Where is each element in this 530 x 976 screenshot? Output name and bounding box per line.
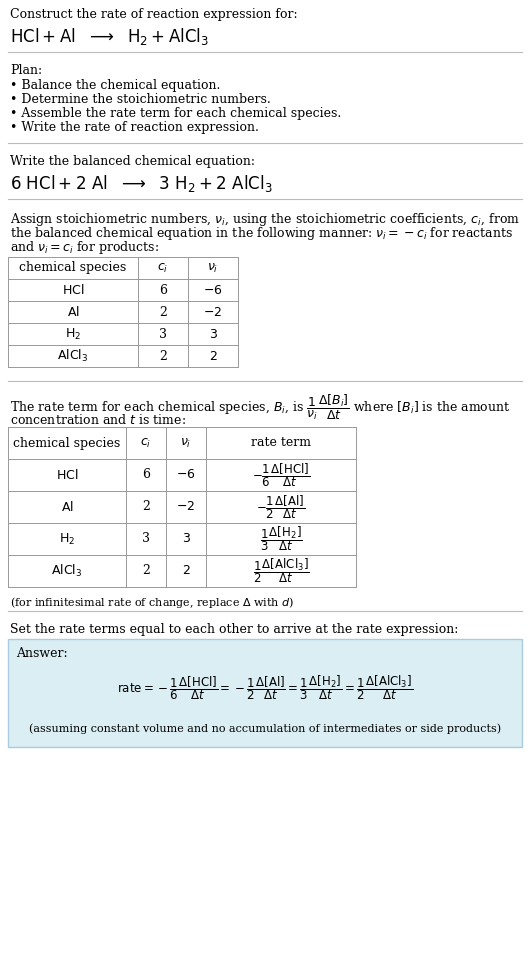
Text: $\mathrm{Al}$: $\mathrm{Al}$ xyxy=(67,305,80,319)
Text: $-6$: $-6$ xyxy=(176,468,196,481)
Text: $-2$: $-2$ xyxy=(204,305,223,318)
Text: $\dfrac{1}{3}\dfrac{\Delta[\mathrm{H_2}]}{\Delta t}$: $\dfrac{1}{3}\dfrac{\Delta[\mathrm{H_2}]… xyxy=(260,525,302,553)
Text: $\mathrm{H_2}$: $\mathrm{H_2}$ xyxy=(59,532,75,547)
Text: the balanced chemical equation in the following manner: $\nu_i = -c_i$ for react: the balanced chemical equation in the fo… xyxy=(10,225,513,242)
Text: (assuming constant volume and no accumulation of intermediates or side products): (assuming constant volume and no accumul… xyxy=(29,723,501,734)
FancyBboxPatch shape xyxy=(8,639,522,747)
Text: $\mathrm{HCl + Al\ \ \longrightarrow \ \ H_2 + AlCl_3}$: $\mathrm{HCl + Al\ \ \longrightarrow \ \… xyxy=(10,26,209,47)
Text: $-\dfrac{1}{6}\dfrac{\Delta[\mathrm{HCl}]}{\Delta t}$: $-\dfrac{1}{6}\dfrac{\Delta[\mathrm{HCl}… xyxy=(252,461,310,489)
Text: • Determine the stoichiometric numbers.: • Determine the stoichiometric numbers. xyxy=(10,93,271,106)
Text: • Write the rate of reaction expression.: • Write the rate of reaction expression. xyxy=(10,121,259,134)
Text: 2: 2 xyxy=(142,564,150,578)
Text: 2: 2 xyxy=(159,349,167,362)
Text: $2$: $2$ xyxy=(182,564,190,578)
Text: Write the balanced chemical equation:: Write the balanced chemical equation: xyxy=(10,155,255,168)
Text: $\nu_i$: $\nu_i$ xyxy=(180,436,192,450)
Text: 2: 2 xyxy=(159,305,167,318)
Text: and $\nu_i = c_i$ for products:: and $\nu_i = c_i$ for products: xyxy=(10,239,159,256)
Text: $-\dfrac{1}{2}\dfrac{\Delta[\mathrm{Al}]}{\Delta t}$: $-\dfrac{1}{2}\dfrac{\Delta[\mathrm{Al}]… xyxy=(257,493,306,521)
Text: $\nu_i$: $\nu_i$ xyxy=(207,262,219,274)
Text: The rate term for each chemical species, $B_i$, is $\dfrac{1}{\nu_i}\dfrac{\Delt: The rate term for each chemical species,… xyxy=(10,393,510,422)
Text: $3$: $3$ xyxy=(182,533,190,546)
Text: rate term: rate term xyxy=(251,436,311,450)
Text: 2: 2 xyxy=(142,501,150,513)
Text: Set the rate terms equal to each other to arrive at the rate expression:: Set the rate terms equal to each other t… xyxy=(10,623,458,636)
Text: (for infinitesimal rate of change, replace $\Delta$ with $d$): (for infinitesimal rate of change, repla… xyxy=(10,595,294,610)
Text: chemical species: chemical species xyxy=(13,436,121,450)
Text: $\mathrm{H_2}$: $\mathrm{H_2}$ xyxy=(65,326,81,342)
Text: $\mathrm{6\ HCl + 2\ Al\ \ \longrightarrow \ \ 3\ H_2 + 2\ AlCl_3}$: $\mathrm{6\ HCl + 2\ Al\ \ \longrightarr… xyxy=(10,173,273,194)
Text: $c_i$: $c_i$ xyxy=(140,436,152,450)
Text: chemical species: chemical species xyxy=(20,262,127,274)
Text: $3$: $3$ xyxy=(208,328,217,341)
Text: $\dfrac{1}{2}\dfrac{\Delta[\mathrm{AlCl_3}]}{\Delta t}$: $\dfrac{1}{2}\dfrac{\Delta[\mathrm{AlCl_… xyxy=(253,556,310,586)
Text: $-6$: $-6$ xyxy=(203,283,223,297)
Text: • Balance the chemical equation.: • Balance the chemical equation. xyxy=(10,79,220,92)
Text: Construct the rate of reaction expression for:: Construct the rate of reaction expressio… xyxy=(10,8,298,21)
Text: 6: 6 xyxy=(142,468,150,481)
Text: 6: 6 xyxy=(159,283,167,297)
Text: $c_i$: $c_i$ xyxy=(157,262,169,274)
Text: Assign stoichiometric numbers, $\nu_i$, using the stoichiometric coefficients, $: Assign stoichiometric numbers, $\nu_i$, … xyxy=(10,211,520,228)
Text: $2$: $2$ xyxy=(209,349,217,362)
Text: 3: 3 xyxy=(142,533,150,546)
Text: • Assemble the rate term for each chemical species.: • Assemble the rate term for each chemic… xyxy=(10,107,341,120)
Text: $-2$: $-2$ xyxy=(176,501,196,513)
Text: $\mathrm{HCl}$: $\mathrm{HCl}$ xyxy=(62,283,84,297)
Text: Plan:: Plan: xyxy=(10,64,42,77)
Text: $\mathrm{AlCl_3}$: $\mathrm{AlCl_3}$ xyxy=(57,348,89,364)
Text: $\mathrm{HCl}$: $\mathrm{HCl}$ xyxy=(56,468,78,482)
Text: $\mathrm{rate} = -\dfrac{1}{6}\dfrac{\Delta[\mathrm{HCl}]}{\Delta t} = -\dfrac{1: $\mathrm{rate} = -\dfrac{1}{6}\dfrac{\De… xyxy=(117,673,413,702)
Text: concentration and $t$ is time:: concentration and $t$ is time: xyxy=(10,413,186,427)
Text: $\mathrm{AlCl_3}$: $\mathrm{AlCl_3}$ xyxy=(51,563,83,579)
Text: 3: 3 xyxy=(159,328,167,341)
Text: Answer:: Answer: xyxy=(16,647,68,660)
Text: $\mathrm{Al}$: $\mathrm{Al}$ xyxy=(60,500,74,514)
